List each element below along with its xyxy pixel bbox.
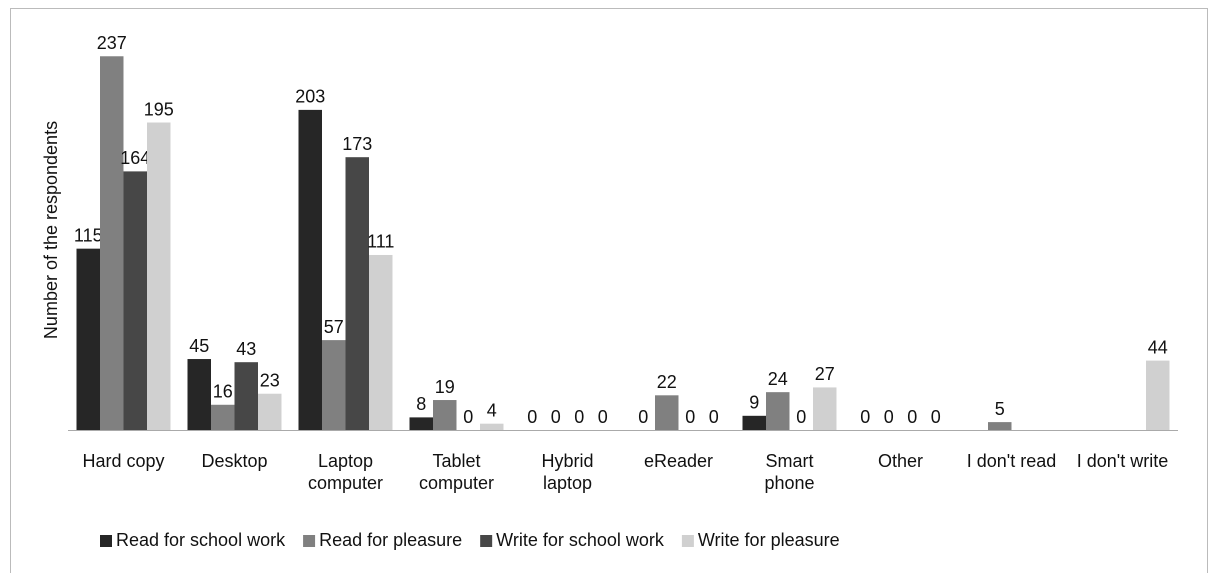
legend-swatch — [480, 535, 493, 547]
x-tick-label: I don't write — [1076, 451, 1169, 471]
bar — [100, 56, 124, 431]
data-label: 45 — [189, 336, 209, 356]
data-label: 111 — [367, 232, 394, 252]
x-tick-label: Tablet computer — [418, 451, 495, 493]
x-tick-label: eReader — [643, 451, 714, 471]
data-label: 43 — [236, 339, 256, 359]
legend-swatch — [100, 535, 112, 547]
bar — [1146, 360, 1170, 430]
data-label: 0 — [574, 407, 584, 427]
data-label: 0 — [860, 407, 870, 427]
x-tick-label: Desktop — [201, 451, 268, 471]
bar — [813, 387, 837, 430]
data-label: 4 — [487, 400, 497, 420]
bar — [322, 340, 346, 430]
data-label: 9 — [749, 393, 759, 413]
data-label: 0 — [884, 407, 894, 427]
bar — [433, 400, 457, 430]
bar — [742, 415, 766, 430]
data-label: 57 — [324, 317, 344, 337]
data-label: 0 — [709, 407, 719, 427]
legend-label: Read for pleasure — [319, 530, 462, 550]
data-label: 0 — [907, 407, 917, 427]
bar — [988, 422, 1012, 430]
y-axis-label: Number of the respondents — [41, 121, 61, 339]
bar — [187, 359, 211, 430]
data-label: 27 — [815, 364, 835, 384]
legend-label: Read for school work — [116, 530, 286, 550]
bar — [345, 157, 369, 430]
legend-label: Write for pleasure — [698, 530, 840, 550]
data-label: 0 — [527, 407, 537, 427]
data-label: 195 — [144, 99, 174, 119]
legend-label: Write for school work — [496, 530, 665, 550]
data-label: 0 — [931, 407, 941, 427]
x-tick-label: Other — [877, 451, 924, 471]
data-label: 0 — [796, 407, 806, 427]
x-tick-label: Smart phone — [764, 451, 815, 493]
x-tick-label: Hybrid laptop — [541, 451, 594, 493]
data-label: 0 — [463, 407, 473, 427]
data-label: 0 — [551, 407, 561, 427]
data-label: 0 — [638, 407, 648, 427]
legend-swatch — [303, 535, 316, 547]
data-label: 22 — [657, 372, 677, 392]
bar — [147, 122, 171, 430]
data-label: 24 — [768, 369, 788, 389]
bar — [655, 395, 679, 430]
x-tick-label: I don't read — [966, 451, 1057, 471]
bar — [369, 254, 393, 430]
bar — [480, 423, 504, 430]
bar — [258, 393, 282, 430]
bar — [76, 248, 100, 430]
data-label: 0 — [685, 407, 695, 427]
data-label: 23 — [260, 370, 280, 390]
bar — [298, 109, 322, 430]
data-label: 0 — [598, 407, 608, 427]
bar — [211, 404, 235, 430]
data-label: 173 — [342, 134, 372, 154]
data-label: 115 — [74, 225, 103, 245]
bar — [123, 171, 147, 430]
bar — [409, 417, 433, 430]
data-label: 164 — [120, 148, 150, 168]
data-label: 19 — [435, 377, 455, 397]
x-tick-label: Hard copy — [82, 451, 165, 471]
bar — [234, 362, 258, 430]
data-label: 203 — [295, 87, 325, 107]
data-label: 8 — [416, 394, 426, 414]
bar — [766, 392, 790, 430]
data-label: 237 — [97, 33, 127, 53]
legend-swatch — [681, 535, 694, 547]
x-tick-label: Laptop computer — [307, 451, 384, 493]
data-label: 16 — [213, 382, 233, 402]
data-label: 44 — [1148, 337, 1168, 357]
data-label: 5 — [995, 399, 1005, 419]
